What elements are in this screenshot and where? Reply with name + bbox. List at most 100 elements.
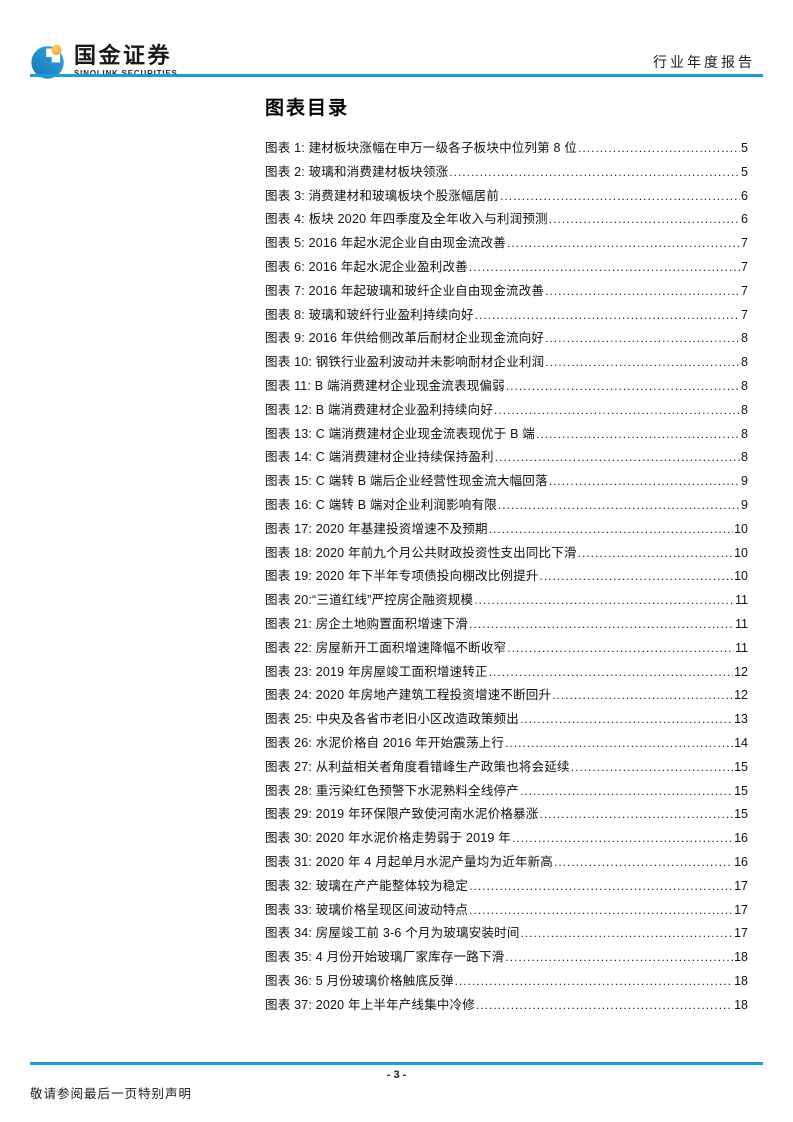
toc-entry[interactable]: 图表 23: 2019 年房屋竣工面积增速转正 12	[265, 661, 748, 685]
toc-entry[interactable]: 图表 3: 消费建材和玻璃板块个股涨幅居前 6	[265, 185, 748, 209]
toc-entry-label: 图表 31: 2020 年 4 月起单月水泥产量均为近年新高	[265, 854, 554, 869]
toc-entry-page: 15	[734, 783, 748, 798]
toc-entry[interactable]: 图表 12: B 端消费建材企业盈利持续向好 8	[265, 399, 748, 423]
toc-entry[interactable]: 图表 24: 2020 年房地产建筑工程投资增速不断回升 12	[265, 684, 748, 708]
toc-entry-label: 图表 21: 房企土地购置面积增速下滑	[265, 616, 469, 631]
dot-leader	[449, 165, 740, 179]
toc-entry-page: 18	[734, 950, 748, 965]
toc-entry[interactable]: 图表 27: 从利益相关者角度看错峰生产政策也将会延续 15	[265, 756, 748, 780]
toc-entry-label: 图表 28: 重污染红色预警下水泥熟料全线停产	[265, 783, 519, 798]
toc-entry-page: 12	[734, 664, 748, 679]
toc-entry[interactable]: 图表 28: 重污染红色预警下水泥熟料全线停产 15	[265, 780, 748, 804]
dot-leader	[469, 260, 740, 274]
dot-leader	[554, 855, 733, 869]
toc-entry[interactable]: 图表 34: 房屋竣工前 3-6 个月为玻璃安装时间 17	[265, 922, 748, 946]
toc-entry[interactable]: 图表 6: 2016 年起水泥企业盈利改善 7	[265, 256, 748, 280]
toc-entry[interactable]: 图表 26: 水泥价格自 2016 年开始震荡上行 14	[265, 732, 748, 756]
toc-entry-label: 图表 19: 2020 年下半年专项债投向棚改比例提升	[265, 569, 539, 584]
toc-entry-label: 图表 22: 房屋新开工面积增速降幅不断收窄	[265, 640, 507, 655]
dot-leader	[536, 427, 740, 441]
toc-entry-page: 11	[735, 616, 748, 631]
toc-entry-label: 图表 27: 从利益相关者角度看错峰生产政策也将会延续	[265, 759, 570, 774]
toc-entry-label: 图表 25: 中央及各省市老旧小区改造政策频出	[265, 712, 519, 727]
dot-leader	[507, 236, 740, 250]
toc-entry[interactable]: 图表 8: 玻璃和玻纤行业盈利持续向好 7	[265, 304, 748, 328]
toc-entry-page: 7	[741, 307, 748, 322]
toc-entry-label: 图表 13: C 端消费建材企业现金流表现优于 B 端	[265, 426, 536, 441]
toc-entry-label: 图表 26: 水泥价格自 2016 年开始震荡上行	[265, 735, 505, 750]
toc-entry-label: 图表 35: 4 月份开始玻璃厂家库存一路下滑	[265, 950, 505, 965]
dot-leader	[578, 546, 733, 560]
toc-entry-label: 图表 3: 消费建材和玻璃板块个股涨幅居前	[265, 188, 500, 203]
dot-leader	[540, 807, 734, 821]
toc-entry-page: 15	[734, 759, 748, 774]
toc-entry-page: 17	[734, 878, 748, 893]
toc-entry-label: 图表 16: C 端转 B 端对企业利润影响有限	[265, 497, 497, 512]
dot-leader	[498, 498, 740, 512]
toc-entry[interactable]: 图表 10: 钢铁行业盈利波动并未影响耐材企业利润 8	[265, 351, 748, 375]
toc-entry[interactable]: 图表 21: 房企土地购置面积增速下滑 11	[265, 613, 748, 637]
toc-entry[interactable]: 图表 22: 房屋新开工面积增速降幅不断收窄 11	[265, 637, 748, 661]
toc-entry[interactable]: 图表 2: 玻璃和消费建材板块领涨 5	[265, 161, 748, 185]
dot-leader	[505, 950, 733, 964]
toc-entry-page: 9	[741, 497, 748, 512]
toc-entry[interactable]: 图表 14: C 端消费建材企业持续保持盈利 8	[265, 446, 748, 470]
toc-entry-label: 图表 8: 玻璃和玻纤行业盈利持续向好	[265, 307, 474, 322]
toc-title: 图表目录	[265, 98, 350, 119]
toc-entry-page: 11	[735, 593, 748, 608]
toc-entry[interactable]: 图表 30: 2020 年水泥价格走势弱于 2019 年 16	[265, 827, 748, 851]
toc-entry[interactable]: 图表 32: 玻璃在产产能整体较为稳定 17	[265, 875, 748, 899]
toc-entry[interactable]: 图表 19: 2020 年下半年专项债投向棚改比例提升 10	[265, 565, 748, 589]
toc-entry[interactable]: 图表 35: 4 月份开始玻璃厂家库存一路下滑 18	[265, 946, 748, 970]
dot-leader	[578, 141, 740, 155]
toc-entry-label: 图表 20:“三道红线”严控房企融资规模	[265, 593, 474, 608]
header-divider	[30, 74, 763, 77]
toc-list: 图表 1: 建材板块涨幅在申万一级各子板块中位列第 8 位 5 图表 2: 玻璃…	[265, 137, 748, 1017]
toc-entry[interactable]: 图表 1: 建材板块涨幅在申万一级各子板块中位列第 8 位 5	[265, 137, 748, 161]
toc-entry-label: 图表 34: 房屋竣工前 3-6 个月为玻璃安装时间	[265, 926, 520, 941]
toc-entry-page: 14	[734, 735, 748, 750]
toc-entry-page: 18	[734, 973, 748, 988]
toc-entry[interactable]: 图表 4: 板块 2020 年四季度及全年收入与利润预测 6	[265, 208, 748, 232]
dot-leader	[571, 760, 733, 774]
toc-entry[interactable]: 图表 16: C 端转 B 端对企业利润影响有限 9	[265, 494, 748, 518]
toc-entry-label: 图表 7: 2016 年起玻璃和玻纤企业自由现金流改善	[265, 283, 545, 298]
toc-entry-page: 12	[734, 688, 748, 703]
brand-name-en: SINOLINK SECURITIES	[74, 68, 178, 79]
dot-leader	[512, 831, 733, 845]
toc-entry[interactable]: 图表 5: 2016 年起水泥企业自由现金流改善 7	[265, 232, 748, 256]
toc-entry[interactable]: 图表 36: 5 月份玻璃价格触底反弹 18	[265, 970, 748, 994]
toc-entry-label: 图表 32: 玻璃在产产能整体较为稳定	[265, 878, 469, 893]
toc-entry[interactable]: 图表 31: 2020 年 4 月起单月水泥产量均为近年新高 16	[265, 851, 748, 875]
toc-entry[interactable]: 图表 15: C 端转 B 端后企业经营性现金流大幅回落 9	[265, 470, 748, 494]
toc-entry-page: 18	[734, 997, 748, 1012]
toc-entry[interactable]: 图表 17: 2020 年基建投资增速不及预期 10	[265, 518, 748, 542]
toc-entry[interactable]: 图表 25: 中央及各省市老旧小区改造政策频出 13	[265, 708, 748, 732]
toc-entry-label: 图表 9: 2016 年供给侧改革后耐材企业现金流向好	[265, 331, 545, 346]
toc-entry[interactable]: 图表 9: 2016 年供给侧改革后耐材企业现金流向好 8	[265, 327, 748, 351]
toc-entry[interactable]: 图表 20:“三道红线”严控房企融资规模 11	[265, 589, 748, 613]
toc-entry-label: 图表 1: 建材板块涨幅在申万一级各子板块中位列第 8 位	[265, 141, 578, 155]
toc-entry[interactable]: 图表 7: 2016 年起玻璃和玻纤企业自由现金流改善 7	[265, 280, 748, 304]
toc-entry-page: 5	[741, 141, 748, 155]
toc-entry-label: 图表 37: 2020 年上半年产线集中冷修	[265, 997, 476, 1012]
toc-entry-page: 16	[734, 854, 748, 869]
toc-entry-page: 9	[741, 474, 748, 489]
toc-entry-page: 6	[741, 212, 748, 227]
dot-leader	[489, 522, 733, 536]
toc-entry-page: 7	[741, 283, 748, 298]
dot-leader	[545, 331, 740, 345]
footer-divider	[30, 1062, 763, 1065]
toc-entry[interactable]: 图表 37: 2020 年上半年产线集中冷修 18	[265, 994, 748, 1018]
report-type-label: 行业年度报告	[653, 56, 755, 71]
dot-leader	[549, 212, 740, 226]
toc-entry-label: 图表 29: 2019 年环保限产致使河南水泥价格暴涨	[265, 807, 539, 822]
toc-entry[interactable]: 图表 13: C 端消费建材企业现金流表现优于 B 端 8	[265, 423, 748, 447]
toc-entry[interactable]: 图表 11: B 端消费建材企业现金流表现偏弱 8	[265, 375, 748, 399]
toc-entry-page: 8	[741, 378, 748, 393]
toc-entry[interactable]: 图表 29: 2019 年环保限产致使河南水泥价格暴涨 15	[265, 803, 748, 827]
toc-entry[interactable]: 图表 18: 2020 年前九个月公共财政投资性支出同比下滑 10	[265, 542, 748, 566]
toc-entry-label: 图表 36: 5 月份玻璃价格触底反弹	[265, 973, 454, 988]
toc-entry-page: 7	[741, 236, 748, 251]
toc-entry[interactable]: 图表 33: 玻璃价格呈现区间波动特点 17	[265, 899, 748, 923]
